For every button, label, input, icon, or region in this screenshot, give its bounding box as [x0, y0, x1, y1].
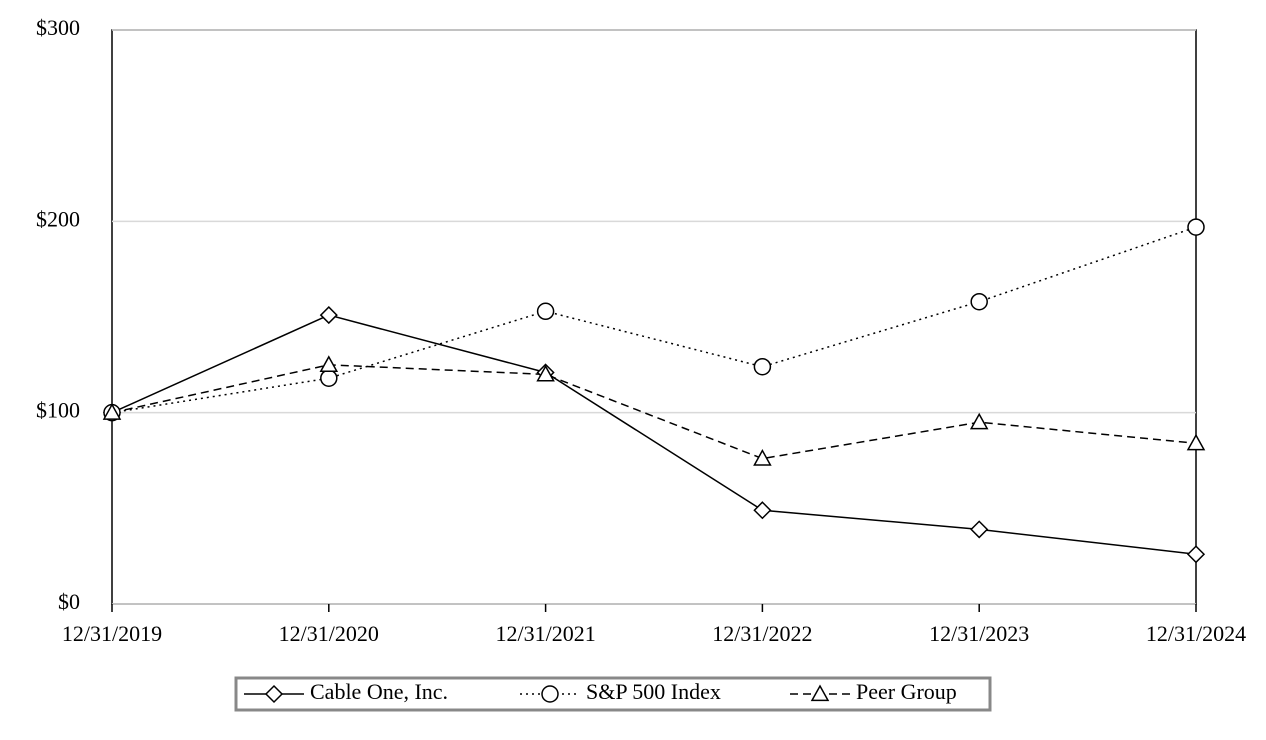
x-tick-label: 12/31/2022	[712, 621, 812, 646]
marker	[320, 369, 338, 387]
y-tick-label: $300	[36, 15, 80, 40]
y-tick-label: $100	[36, 398, 80, 423]
legend-box	[234, 676, 992, 712]
x-tick-label: 12/31/2023	[929, 621, 1029, 646]
marker	[810, 684, 830, 702]
legend-label: Peer Group	[856, 679, 957, 704]
series-line	[111, 226, 1197, 414]
legend-label: Cable One, Inc.	[310, 679, 448, 704]
marker	[541, 685, 559, 703]
marker	[1186, 545, 1206, 564]
series-line	[111, 314, 1197, 555]
marker	[319, 306, 338, 325]
marker	[969, 412, 989, 430]
marker	[536, 302, 555, 321]
x-tick-label: 12/31/2019	[62, 621, 162, 646]
x-tick-label: 12/31/2021	[495, 621, 595, 646]
y-tick-label: $200	[36, 206, 80, 231]
x-tick-label: 12/31/2020	[279, 621, 379, 646]
marker	[970, 520, 989, 539]
plot-frame	[111, 29, 1197, 605]
legend-label: S&P 500 Index	[586, 679, 721, 704]
marker	[319, 355, 339, 372]
marker	[753, 501, 772, 520]
marker	[1187, 218, 1205, 236]
series-line	[111, 364, 1197, 460]
marker	[536, 364, 555, 382]
marker	[753, 357, 772, 376]
marker	[753, 449, 772, 466]
marker	[970, 292, 988, 311]
marker	[1186, 433, 1206, 451]
y-tick-label: $0	[58, 589, 80, 614]
marker	[102, 403, 122, 420]
x-tick-label: 12/31/2024	[1146, 621, 1246, 646]
marker	[264, 684, 284, 704]
